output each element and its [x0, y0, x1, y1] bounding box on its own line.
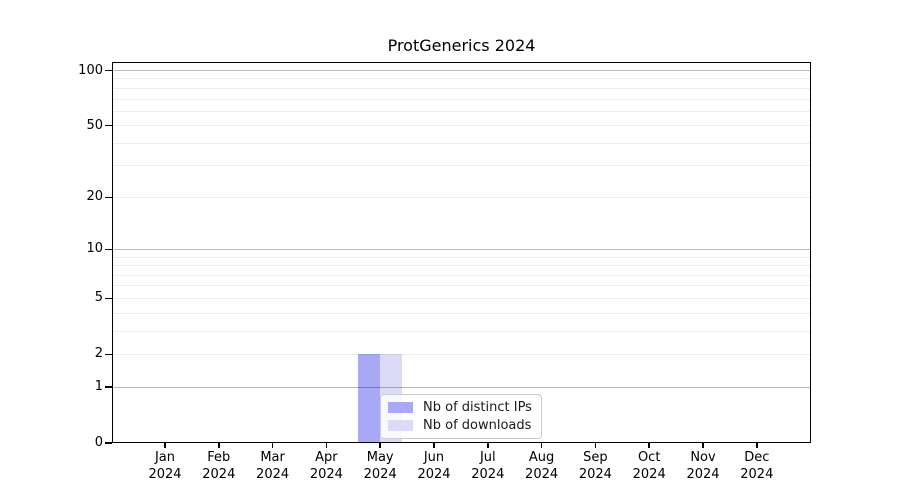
x-tick-mark [325, 443, 328, 448]
minor-gridline [112, 312, 811, 314]
y-tick-label: 20 [86, 189, 103, 205]
minor-gridline [112, 330, 811, 332]
x-tick-mark [487, 443, 489, 448]
x-tick-year: 2024 [740, 466, 774, 482]
x-tick-month: Jun [423, 450, 445, 465]
x-tick-mark [164, 443, 166, 448]
minor-gridline [112, 285, 811, 287]
x-tick-year: 2024 [256, 466, 290, 482]
major-gridline [112, 248, 811, 250]
x-tick-year: 2024 [363, 466, 397, 482]
minor-gridline [112, 142, 811, 144]
y-tick-label: 5 [94, 290, 103, 306]
major-gridline [112, 70, 811, 72]
y-tick-mark [105, 297, 112, 300]
x-tick-year: 2024 [417, 466, 451, 482]
y-tick-mark [105, 386, 112, 388]
y-tick-mark [105, 196, 112, 199]
x-tick-mark [648, 443, 650, 448]
minor-gridline [112, 297, 811, 299]
y-tick-label: 2 [94, 346, 103, 362]
x-tick-mark [271, 443, 274, 448]
x-tick-label: Jan 2024 [125, 450, 205, 483]
x-tick-month: May [366, 450, 394, 465]
x-tick-mark [379, 443, 381, 448]
x-tick-year: 2024 [148, 466, 182, 482]
chart-title: ProtGenerics 2024 [387, 36, 536, 55]
x-tick-mark [594, 443, 597, 448]
x-tick-mark [540, 443, 543, 448]
y-tick-label: 100 [78, 62, 103, 78]
legend-swatch-distinct-ips-icon [388, 402, 413, 413]
plot-area: Nb of distinct IPs Nb of downloads [112, 62, 811, 443]
x-tick-label: Dec 2024 [717, 450, 797, 483]
x-tick-label: Nov 2024 [663, 450, 743, 483]
legend-label-downloads: Nb of downloads [423, 418, 532, 433]
x-tick-month: Jan [154, 450, 176, 465]
x-tick-month: Feb [207, 450, 231, 465]
x-tick-label: Feb 2024 [179, 450, 259, 483]
bar-nb-of-distinct-ips-may-2024 [358, 354, 381, 443]
x-tick-month: Jul [479, 450, 496, 465]
gridlines-layer [112, 62, 811, 443]
y-tick-label: 0 [94, 435, 103, 450]
legend-item-downloads: Nb of downloads [388, 418, 532, 433]
y-tick-mark [105, 353, 112, 356]
minor-gridline [112, 78, 811, 80]
x-tick-month: Oct [637, 450, 661, 465]
y-tick-mark [105, 124, 112, 127]
minor-gridline [112, 274, 811, 276]
x-tick-month: Dec [744, 450, 770, 465]
minor-gridline [112, 125, 811, 127]
x-tick-label: Aug 2024 [502, 450, 582, 483]
x-tick-label: Oct 2024 [609, 450, 689, 483]
x-tick-year: 2024 [686, 466, 720, 482]
x-tick-month: Nov [690, 450, 716, 465]
legend-item-distinct-ips: Nb of distinct IPs [388, 400, 532, 415]
x-tick-mark [702, 443, 704, 448]
y-tick-label: 10 [86, 241, 103, 257]
x-tick-year: 2024 [471, 466, 505, 482]
y-tick-label: 1 [94, 379, 103, 395]
minor-gridline [112, 196, 811, 198]
x-tick-year: 2024 [632, 466, 666, 482]
y-tick-mark [105, 69, 112, 72]
major-gridline [112, 386, 811, 388]
x-tick-mark [433, 443, 435, 448]
x-tick-year: 2024 [525, 466, 559, 482]
y-tick-label: 50 [86, 117, 103, 133]
x-tick-label: Sep 2024 [555, 450, 635, 483]
minor-gridline [112, 165, 811, 167]
x-tick-label: Jun 2024 [394, 450, 474, 483]
y-tick-mark [105, 442, 112, 444]
x-tick-year: 2024 [202, 466, 236, 482]
x-tick-year: 2024 [578, 466, 612, 482]
x-tick-label: Mar 2024 [233, 450, 313, 483]
x-tick-label: May 2024 [340, 450, 420, 483]
minor-gridline [112, 265, 811, 267]
x-tick-month: Sep [583, 450, 608, 465]
x-tick-label: Jul 2024 [448, 450, 528, 483]
minor-gridline [112, 98, 811, 100]
x-tick-label: Apr 2024 [286, 450, 366, 483]
legend-label-distinct-ips: Nb of distinct IPs [423, 400, 532, 415]
y-tick-mark [105, 248, 112, 251]
legend-swatch-downloads-icon [388, 420, 413, 431]
minor-gridline [112, 87, 811, 89]
legend: Nb of distinct IPs Nb of downloads [380, 394, 542, 439]
minor-gridline [112, 353, 811, 355]
x-tick-month: Aug [528, 450, 555, 465]
minor-gridline [112, 110, 811, 112]
x-tick-mark [756, 443, 758, 448]
minor-gridline [112, 256, 811, 258]
x-tick-month: Mar [260, 450, 285, 465]
x-tick-month: Apr [315, 450, 338, 465]
x-tick-year: 2024 [309, 466, 343, 482]
x-tick-mark [218, 443, 220, 448]
